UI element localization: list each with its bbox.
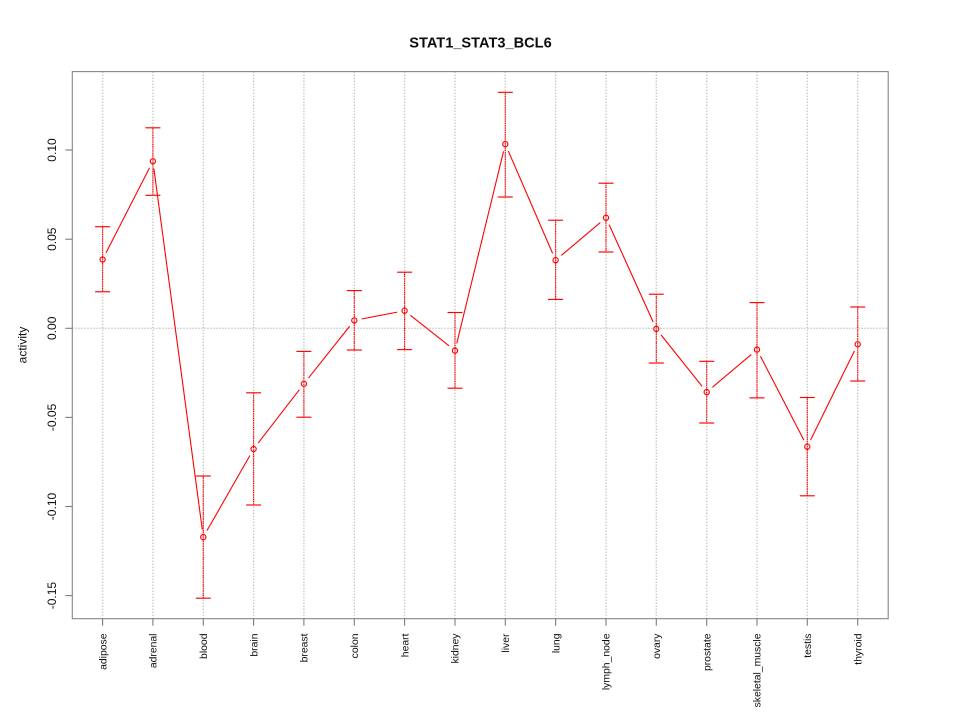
svg-text:0.10: 0.10 [45,138,59,162]
svg-text:ovary: ovary [652,633,663,659]
svg-text:adrenal: adrenal [149,634,160,669]
svg-text:0.00: 0.00 [45,316,59,340]
svg-text:brain: brain [249,633,260,656]
svg-text:lung: lung [551,633,562,653]
svg-text:-0.15: -0.15 [45,582,59,610]
svg-text:heart: heart [400,633,411,657]
svg-text:-0.10: -0.10 [45,493,59,521]
svg-text:lymph_node: lymph_node [602,633,613,690]
svg-text:skeletal_muscle: skeletal_muscle [753,633,764,707]
svg-text:0.05: 0.05 [45,227,59,251]
svg-text:adipose: adipose [98,633,109,670]
svg-text:activity: activity [16,327,30,364]
svg-text:colon: colon [350,633,361,658]
svg-text:testis: testis [803,634,814,658]
svg-text:thyroid: thyroid [853,633,864,664]
svg-text:STAT1_STAT3_BCL6: STAT1_STAT3_BCL6 [409,36,551,52]
svg-text:blood: blood [199,633,210,659]
svg-text:liver: liver [501,633,512,653]
svg-text:kidney: kidney [451,633,462,664]
svg-text:-0.05: -0.05 [45,403,59,431]
svg-text:breast: breast [300,633,311,662]
svg-text:prostate: prostate [702,633,713,671]
